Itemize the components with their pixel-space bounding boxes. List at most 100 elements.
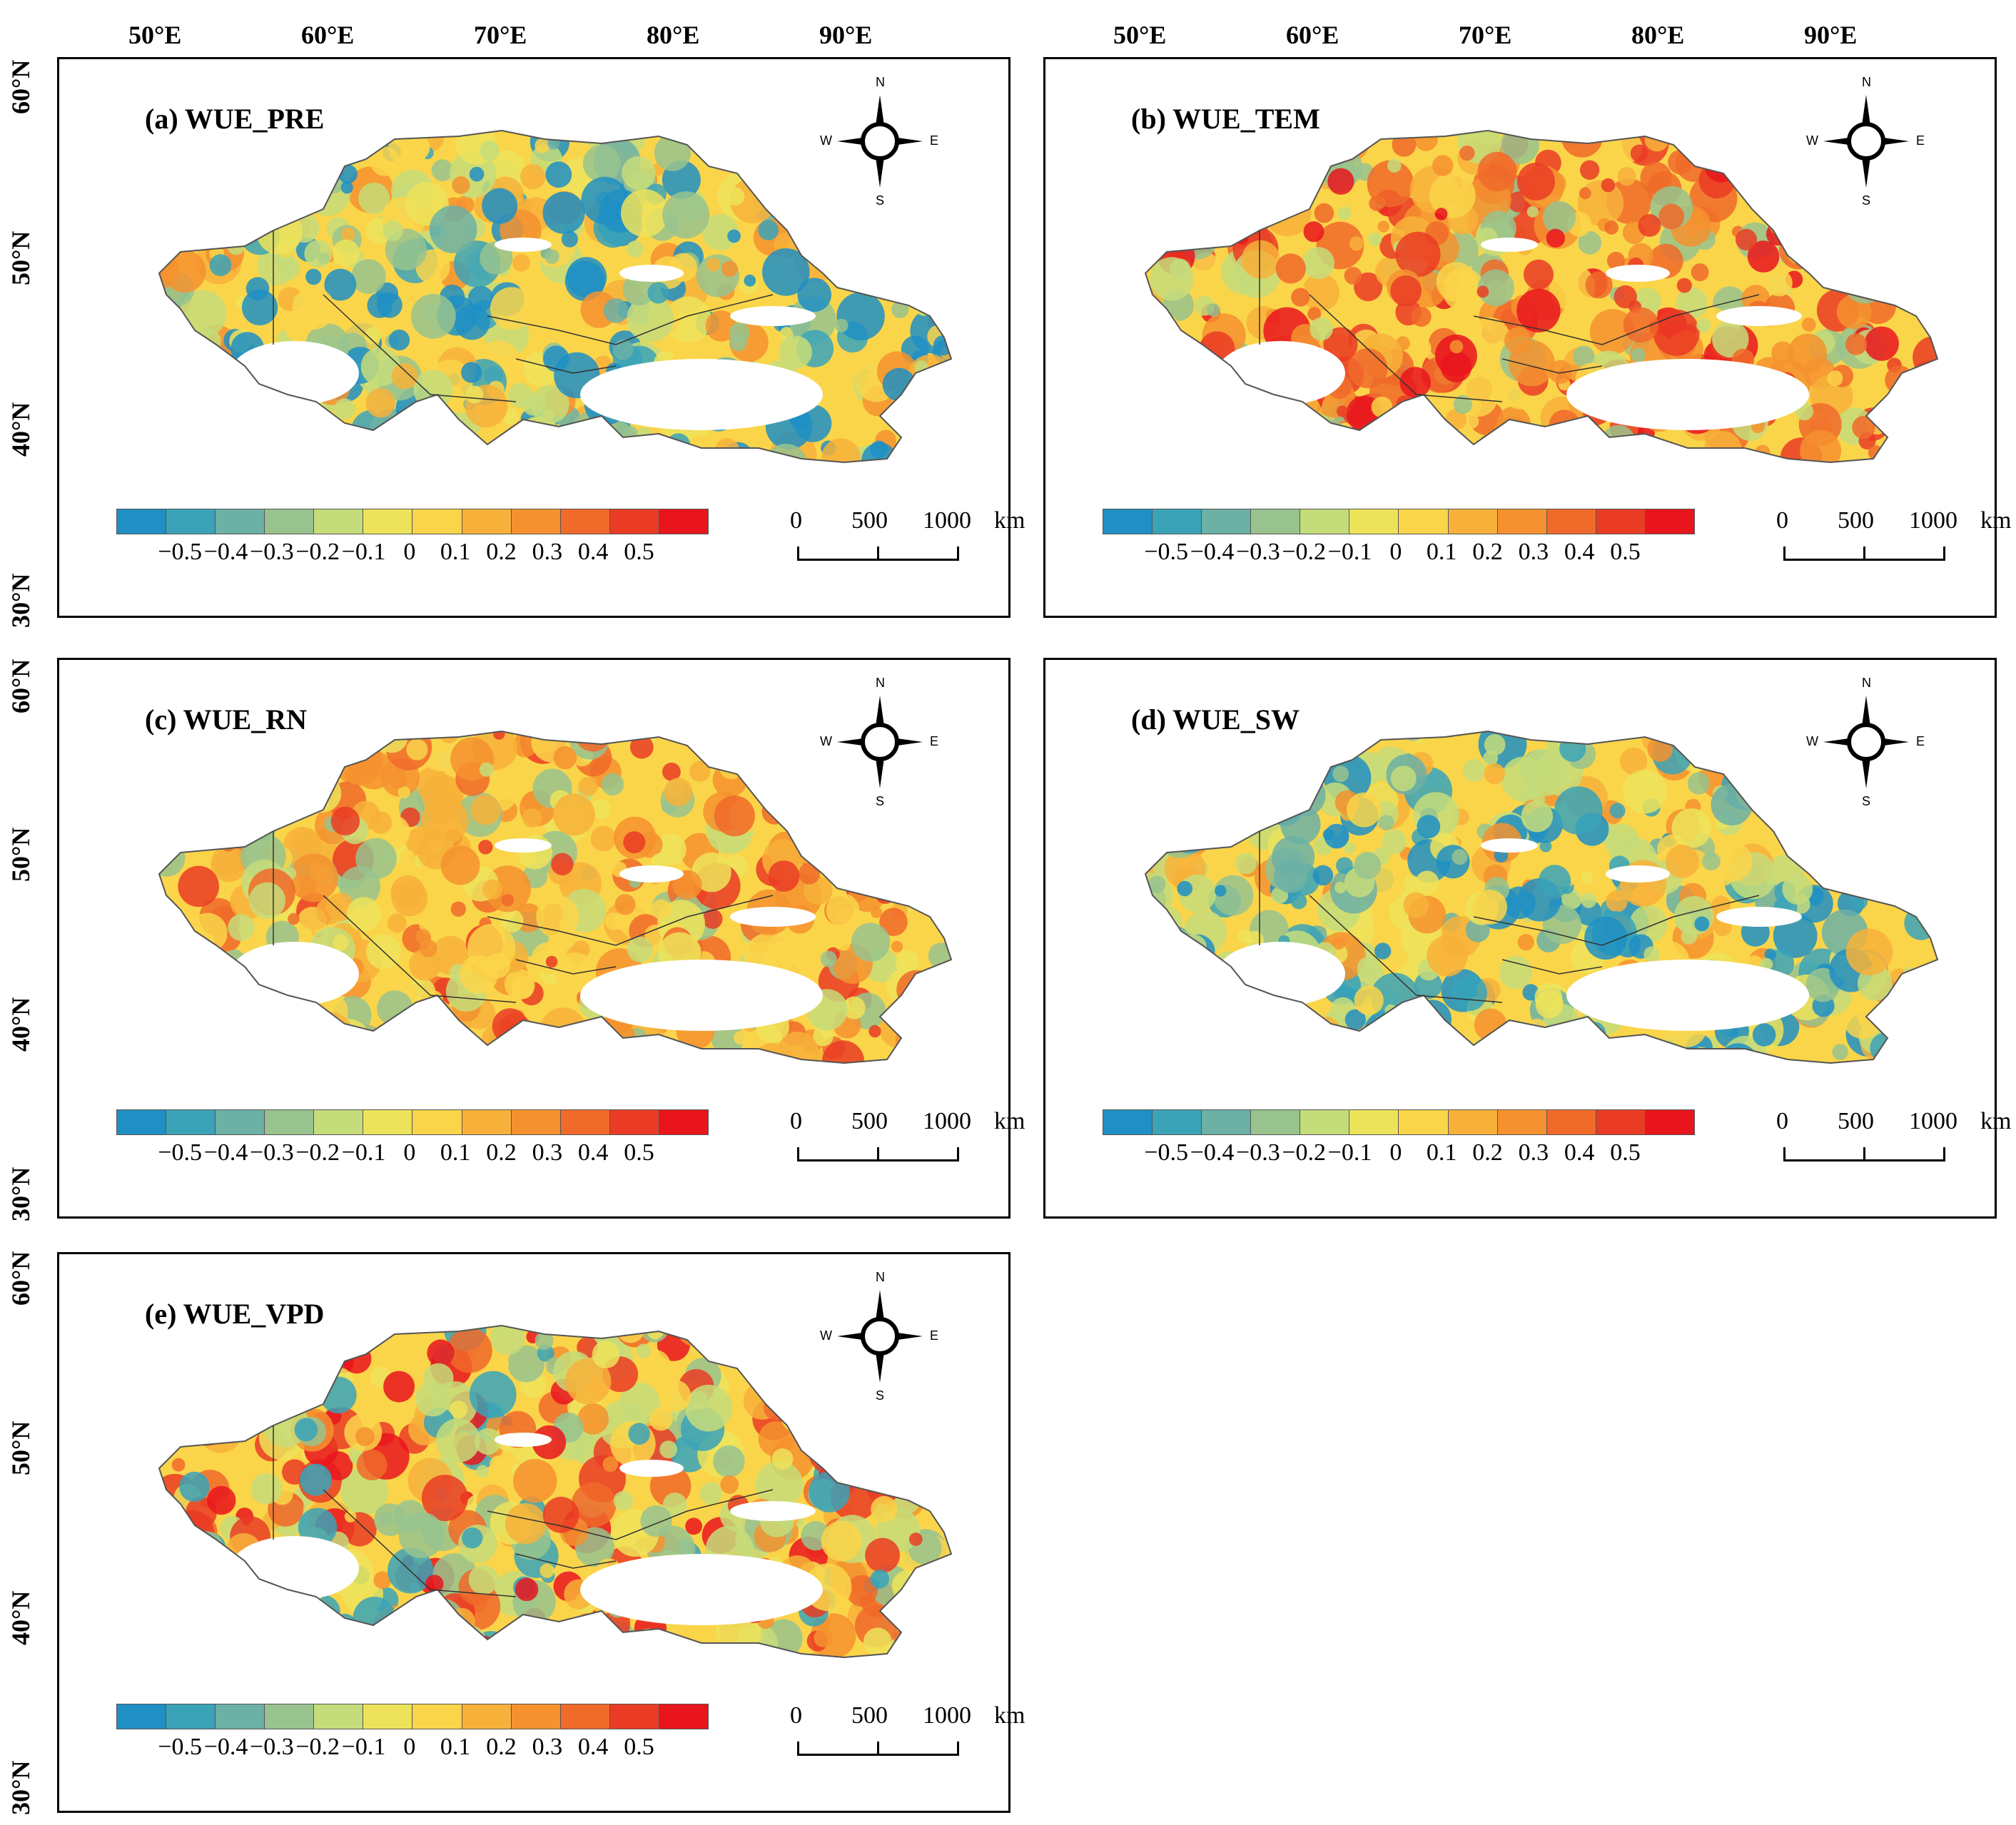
panel-c: (c) WUE_RN N S W E −0.5 −0.4 −0.3 −0.2 −0.1 0 0.1 0.… [57,658,1025,1219]
raster-cell [1549,264,1596,311]
north-arrow-icon: N S W E [1802,674,1930,810]
raster-cell [293,1378,315,1399]
raster-cell [726,187,745,206]
raster-cell [343,1054,363,1063]
lat-label: 40°N [6,997,35,1052]
raster-cell [1449,340,1464,354]
lon-label: 60°E [301,21,355,49]
raster-cell [1561,131,1604,158]
raster-cell [1601,425,1636,459]
raster-cell [218,151,234,167]
legend-swatch [1399,509,1449,534]
legend-tick-label: −0.3 [1236,1139,1280,1166]
raster-cell [1214,171,1230,188]
legend-ticks: −0.5 −0.4 −0.3 −0.2 −0.1 0 0.1 0.2 0.3 0.4 0.5 [1103,1139,1695,1171]
raster-cell [1261,173,1276,188]
scale-label: 1000 [1909,1108,1957,1134]
raster-cell [383,220,403,241]
raster-cell [1504,327,1531,355]
country-border [1309,895,1503,1003]
raster-cell [1538,865,1571,898]
raster-cell [238,1622,281,1657]
raster-cell [1145,237,1157,250]
raster-cell [1297,1032,1320,1055]
raster-cell [1808,845,1835,871]
raster-cell [468,1565,499,1595]
raster-cell [1245,761,1289,804]
raster-cell [1160,746,1200,787]
raster-cell [1146,950,1163,967]
no-data-patch [1606,265,1670,282]
raster-cell [1297,429,1324,456]
raster-cell [659,1380,692,1413]
raster-cell [705,310,737,342]
raster-cell [265,752,291,778]
raster-cell [159,1013,197,1059]
raster-cell [809,1471,850,1513]
raster-cell [1267,141,1295,169]
raster-cell [1580,429,1595,443]
compass-rose-icon [1823,696,1909,788]
scale-tick [1783,1147,1785,1161]
raster-cell [207,430,256,462]
scale-label: 500 [851,507,888,534]
raster-cell [430,1023,447,1039]
raster-cell [1403,875,1419,891]
raster-cell [912,389,951,434]
raster-cell [1702,852,1721,871]
raster-cell [295,437,310,453]
raster-cell [163,250,206,293]
raster-cell [1324,1040,1362,1063]
raster-cell [1180,934,1207,960]
raster-cell [177,997,225,1044]
raster-cell [333,934,349,951]
raster-cell [1638,214,1661,237]
raster-cell [286,327,300,340]
raster-cell [1374,1030,1414,1063]
lon-label: 50°E [128,21,182,49]
raster-cell [173,1546,196,1569]
raster-cell [1643,946,1660,962]
raster-cell [1913,336,1938,379]
panel-title: (d) WUE_SW [1131,703,1300,736]
raster-cell [165,797,182,815]
raster-cell [1801,317,1816,332]
raster-cell [412,1635,455,1657]
raster-cell [1148,793,1175,820]
legend-swatch [560,1110,610,1134]
raster-cell [474,1428,502,1455]
legend-tick-label: 0.2 [486,1734,517,1760]
raster-cell [1145,873,1173,920]
raster-cell [159,840,186,877]
raster-cell [476,1465,489,1478]
legend-colorbar [1103,1109,1695,1135]
raster-cell [1581,893,1596,908]
raster-cell [651,899,672,920]
raster-cell [1212,205,1245,239]
raster-cell [808,820,856,868]
raster-cell [475,444,497,462]
raster-cell [159,186,181,218]
raster-cell [511,976,535,1000]
north-arrow-icon: N S W E [816,674,944,810]
raster-cell [867,870,886,889]
raster-cell [1387,158,1402,173]
raster-cell [1324,443,1357,462]
raster-cell [159,904,181,936]
raster-cell [1344,267,1362,285]
raster-cell [1808,219,1853,264]
raster-cell [447,1328,492,1373]
raster-cell [1163,1032,1200,1063]
compass-rose-icon [837,696,923,788]
raster-cell [236,1607,268,1639]
lon-label: 90°E [819,21,873,49]
raster-cell [1230,1002,1272,1044]
raster-cell [1427,935,1468,977]
raster-cell [1236,142,1272,178]
legend-tick-label: −0.2 [295,1139,340,1166]
legend-tick-label: 0.1 [440,539,471,565]
raster-cell [191,357,238,405]
raster-cell [211,1573,229,1592]
raster-cell [159,1530,181,1554]
raster-cell [1843,260,1887,304]
